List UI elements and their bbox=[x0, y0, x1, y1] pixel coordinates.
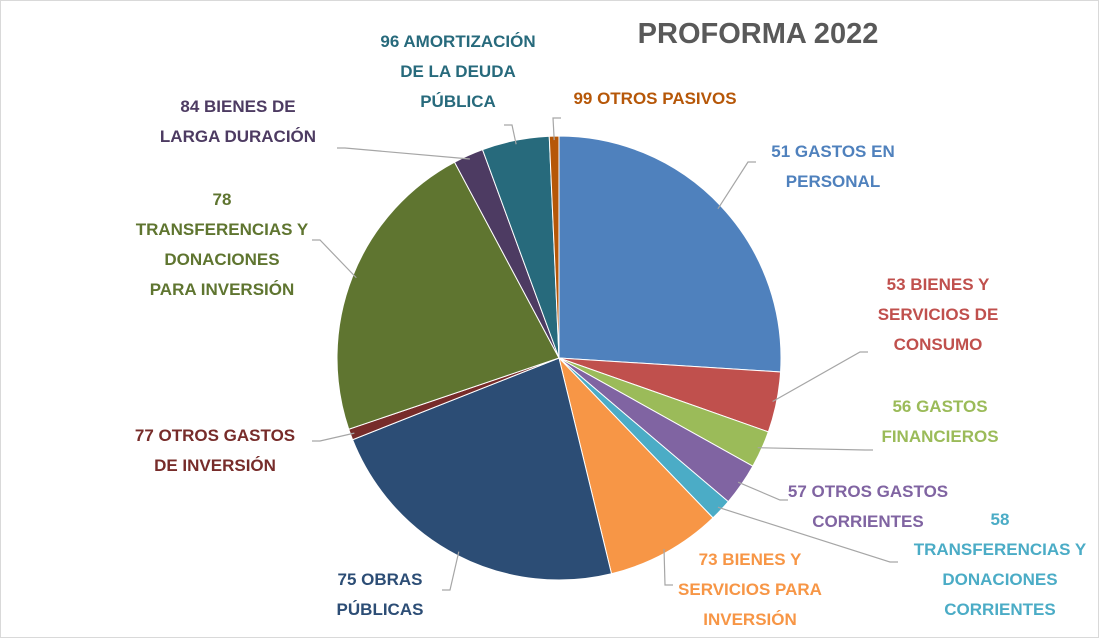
label-line: 53 BIENES Y bbox=[887, 275, 990, 294]
slice-label: 75 OBRAS PÚBLICAS bbox=[337, 570, 424, 619]
label-line: 58 bbox=[991, 510, 1010, 529]
label-line: CONSUMO bbox=[894, 335, 983, 354]
label-line: 96 AMORTIZACIÓN bbox=[380, 32, 535, 51]
label-line: 99 OTROS PASIVOS bbox=[573, 89, 736, 108]
leader-line bbox=[442, 551, 460, 591]
leader-line bbox=[717, 506, 898, 563]
slice-label: 73 BIENES Y SERVICIOS PARA INVERSIÓN bbox=[678, 550, 822, 629]
pie-slice bbox=[351, 357, 613, 581]
leader-line bbox=[717, 161, 756, 210]
label-line: 78 bbox=[213, 190, 232, 209]
leader-line bbox=[337, 147, 470, 160]
leader-line bbox=[663, 549, 673, 586]
label-line: 57 OTROS GASTOS bbox=[788, 482, 948, 501]
label-line: DONACIONES bbox=[942, 570, 1057, 589]
label-line: PERSONAL bbox=[786, 172, 880, 191]
slice-label: 99 OTROS PASIVOS bbox=[573, 89, 736, 108]
slice-label: 53 BIENES Y SERVICIOS DE CONSUMO bbox=[878, 275, 999, 354]
label-line: PARA INVERSIÓN bbox=[150, 280, 295, 299]
leader-line bbox=[504, 124, 517, 145]
label-line: 51 GASTOS EN bbox=[771, 142, 894, 161]
leader-line bbox=[757, 447, 873, 451]
label-line: FINANCIEROS bbox=[881, 427, 998, 446]
label-line: INVERSIÓN bbox=[703, 610, 797, 629]
slice-label: 84 BIENES DE LARGA DURACIÓN bbox=[160, 97, 316, 146]
label-line: 75 OBRAS bbox=[337, 570, 422, 589]
label-line: SERVICIOS PARA bbox=[678, 580, 822, 599]
label-line: 73 BIENES Y bbox=[699, 550, 802, 569]
chart-title: PROFORMA 2022 bbox=[638, 18, 879, 50]
label-line: CORRIENTES bbox=[944, 600, 1055, 619]
label-line: SERVICIOS DE bbox=[878, 305, 999, 324]
label-line: 77 OTROS GASTOS bbox=[135, 426, 295, 445]
slice-label: 78 TRANSFERENCIAS Y DONACIONES PARA INVERSI… bbox=[136, 190, 309, 299]
slice-label: 58 TRANSFERENCIAS Y DONACIONES CORRIENTES bbox=[914, 510, 1087, 619]
label-line: CORRIENTES bbox=[812, 512, 923, 531]
slice-label: 96 AMORTIZACIÓN DE LA DEUDA PÚBLICA bbox=[380, 32, 535, 111]
label-line: PÚBLICA bbox=[420, 92, 496, 111]
leader-line bbox=[552, 117, 561, 141]
label-line: 84 BIENES DE bbox=[180, 97, 295, 116]
label-line: DE INVERSIÓN bbox=[154, 456, 276, 475]
leader-line bbox=[312, 239, 357, 279]
slice-label: 77 OTROS GASTOS DE INVERSIÓN bbox=[135, 426, 295, 475]
label-line: PÚBLICAS bbox=[337, 600, 424, 619]
slice-label: 56 GASTOS FINANCIEROS bbox=[881, 397, 998, 446]
pie-slice bbox=[558, 135, 782, 373]
slice-label: 51 GASTOS EN PERSONAL bbox=[771, 142, 894, 191]
label-line: DE LA DEUDA bbox=[400, 62, 516, 81]
label-line: TRANSFERENCIAS Y bbox=[136, 220, 309, 239]
label-line: DONACIONES bbox=[164, 250, 279, 269]
slice-label: 57 OTROS GASTOS CORRIENTES bbox=[788, 482, 948, 531]
leader-line bbox=[772, 351, 868, 403]
leader-line bbox=[737, 481, 788, 501]
leader-line bbox=[312, 432, 355, 442]
label-line: 56 GASTOS bbox=[892, 397, 987, 416]
pie-slice bbox=[336, 161, 560, 430]
label-line: LARGA DURACIÓN bbox=[160, 127, 316, 146]
label-line: TRANSFERENCIAS Y bbox=[914, 540, 1087, 559]
pie-slice bbox=[558, 356, 714, 575]
